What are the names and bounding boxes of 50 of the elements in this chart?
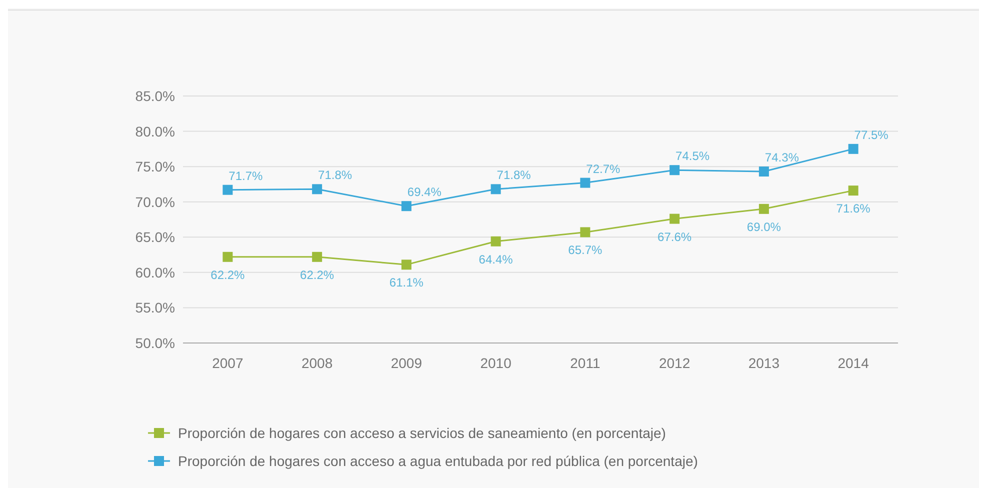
x-tick-label: 2008	[301, 355, 333, 371]
point	[670, 165, 680, 176]
data-label: 74.5%	[676, 149, 710, 164]
data-label: 62.2%	[210, 268, 246, 282]
data-label: 74.3%	[764, 150, 800, 165]
y-tick-label: 65.0%	[135, 229, 175, 246]
point	[490, 236, 501, 246]
y-tick-label: 60.0%	[135, 264, 175, 280]
point	[222, 252, 233, 262]
y-tick-label: 75.0%	[135, 158, 175, 175]
point	[401, 201, 412, 212]
x-tick-label: 2012	[658, 355, 690, 371]
data-label: 69.4%	[407, 185, 442, 200]
legend-label: Proporción de hogares con acceso a agua entubada por red pública (en porcentaje)	[178, 453, 698, 469]
data-label: 72.7%	[586, 162, 621, 176]
data-label: 62.2%	[300, 268, 334, 282]
point	[848, 144, 858, 154]
legend-label: Proporción de hogares con acceso a servicios de saneamiento (en porcentaje)	[178, 425, 666, 441]
data-label: 71.8%	[496, 168, 532, 182]
point	[758, 204, 769, 214]
point	[670, 214, 680, 224]
data-label: 67.6%	[658, 230, 692, 244]
data-label: 65.7%	[568, 243, 603, 258]
x-tick-label: 2011	[570, 355, 600, 371]
point	[222, 184, 233, 195]
y-tick-label: 85.0%	[135, 88, 175, 104]
data-label: 77.5%	[854, 128, 889, 142]
y-tick-label: 80.0%	[135, 123, 175, 140]
point	[580, 227, 590, 238]
x-tick-label: 2010	[480, 355, 512, 371]
point	[490, 184, 501, 194]
data-label: 71.6%	[836, 202, 871, 216]
y-tick-label: 50.0%	[135, 335, 175, 351]
x-tick-label: 2007	[212, 355, 244, 371]
data-label: 69.0%	[746, 220, 782, 234]
x-tick-label: 2009	[390, 355, 422, 371]
point	[401, 260, 412, 270]
data-label: 71.8%	[318, 168, 352, 182]
point	[848, 186, 858, 196]
data-label: 71.7%	[228, 168, 264, 183]
point	[580, 178, 590, 188]
y-tick-label: 55.0%	[135, 300, 175, 316]
data-label: 64.4%	[478, 252, 514, 266]
point	[312, 252, 322, 262]
data-label: 61.1%	[389, 276, 424, 290]
point	[758, 166, 769, 177]
x-tick-label: 2013	[748, 355, 780, 371]
y-tick-label: 70.0%	[135, 194, 175, 210]
point	[312, 184, 322, 194]
x-tick-label: 2014	[838, 355, 870, 371]
